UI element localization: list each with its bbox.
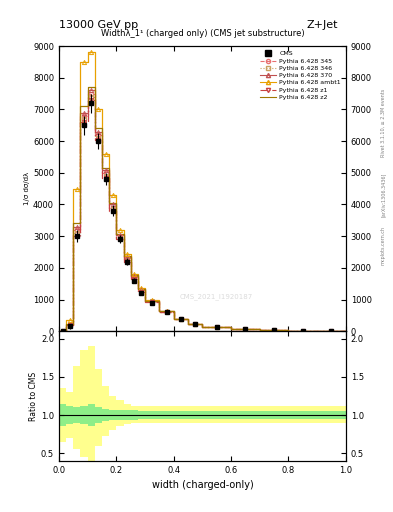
Text: [arXiv:1306.3436]: [arXiv:1306.3436] [381, 173, 386, 217]
X-axis label: width (charged-only): width (charged-only) [152, 480, 253, 490]
Y-axis label: Ratio to CMS: Ratio to CMS [29, 371, 38, 420]
Text: Widthλ_1¹ (charged only) (CMS jet substructure): Widthλ_1¹ (charged only) (CMS jet substr… [101, 29, 304, 37]
Text: CMS_2021_I1920187: CMS_2021_I1920187 [180, 293, 253, 301]
Text: Z+Jet: Z+Jet [307, 20, 338, 30]
Text: 13000 GeV pp: 13000 GeV pp [59, 20, 138, 30]
Legend: CMS, Pythia 6.428 345, Pythia 6.428 346, Pythia 6.428 370, Pythia 6.428 ambt1, P: CMS, Pythia 6.428 345, Pythia 6.428 346,… [259, 49, 343, 102]
Text: Rivet 3.1.10, ≥ 2.3M events: Rivet 3.1.10, ≥ 2.3M events [381, 89, 386, 157]
Text: mcplots.cern.ch: mcplots.cern.ch [381, 226, 386, 265]
Y-axis label: 1/σ dσ/dλ: 1/σ dσ/dλ [24, 172, 30, 205]
